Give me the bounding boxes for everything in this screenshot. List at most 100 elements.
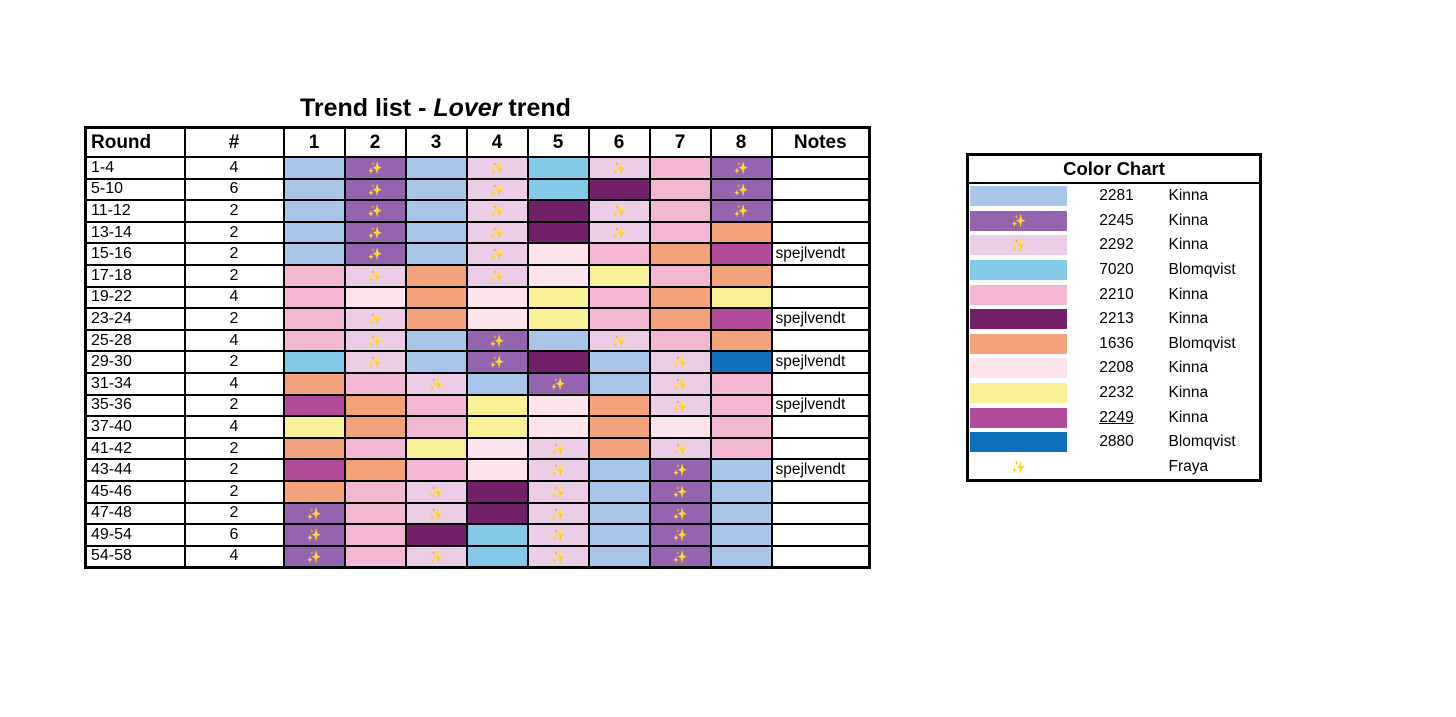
round-cell: 37-40 <box>84 415 186 439</box>
column-header: Notes <box>770 126 871 158</box>
swatch-blush <box>526 242 590 266</box>
sparkle-icon: ✨ <box>672 506 688 521</box>
column-header: Round <box>84 126 186 158</box>
round-cell: 15-16 <box>84 242 186 266</box>
swatch-purple-sparkle: ✨ <box>343 199 407 223</box>
sparkle-icon: ✨ <box>428 549 444 564</box>
swatch-lpink-sparkle: ✨ <box>587 156 651 180</box>
legend-swatch-cell <box>968 183 1069 209</box>
legend-brand: Kinna <box>1168 236 1209 254</box>
sparkle-icon: ✨ <box>367 312 383 327</box>
swatch-purple-sparkle: ✨ <box>970 210 1067 231</box>
count-cell: 2 <box>183 436 285 461</box>
swatch-pink <box>282 263 346 288</box>
swatch-yellow <box>526 307 590 331</box>
swatch-pink <box>587 307 651 331</box>
sparkle-icon: ✨ <box>367 247 383 262</box>
swatch-purple-sparkle: ✨ <box>648 523 712 547</box>
legend-brand: Kinna <box>1168 310 1209 328</box>
swatch-blue <box>709 350 773 374</box>
sparkle-icon: ✨ <box>489 182 505 197</box>
swatch-plum <box>587 177 651 202</box>
swatch-lpink-sparkle: ✨ <box>343 328 407 353</box>
legend-code: 2245 <box>1099 211 1134 229</box>
swatch-lblue <box>404 350 468 374</box>
swatch-purple-sparkle: ✨ <box>343 177 407 202</box>
swatch-blush <box>465 285 529 310</box>
sparkle-icon: ✨ <box>611 225 627 240</box>
column-header: 4 <box>465 126 529 158</box>
swatch-lpink-sparkle: ✨ <box>404 371 468 396</box>
round-cell: 45-46 <box>84 479 186 504</box>
sparkle-icon: ✨ <box>489 161 505 175</box>
legend-brand: Kinna <box>1168 285 1209 303</box>
sparkle-icon: ✨ <box>550 376 566 391</box>
swatch-pink <box>404 415 468 439</box>
notes-cell <box>770 220 871 245</box>
sparkle-icon: ✨ <box>672 376 688 391</box>
swatch-yellow <box>587 263 651 288</box>
swatch-purple-sparkle: ✨ <box>648 544 712 569</box>
round-cell: 13-14 <box>84 220 186 245</box>
swatch-pink <box>343 544 407 569</box>
round-cell: 49-54 <box>84 523 186 547</box>
legend-swatch-cell: ✨ <box>968 233 1069 258</box>
sparkle-icon: ✨ <box>489 355 505 370</box>
legend-swatch-cell <box>968 405 1069 430</box>
swatch-salmon <box>648 285 712 310</box>
swatch-yellow <box>465 393 529 418</box>
sparkle-icon: ✨ <box>733 161 749 175</box>
notes-cell <box>770 371 871 396</box>
count-cell: 4 <box>183 328 285 353</box>
column-header: 6 <box>587 126 651 158</box>
round-cell: 35-36 <box>84 393 186 418</box>
swatch-lblue <box>709 458 773 482</box>
round-cell: 41-42 <box>84 436 186 461</box>
swatch-white-sparkle: ✨ <box>970 456 1067 477</box>
column-header: 8 <box>709 126 773 158</box>
notes-cell: spejlvendt <box>770 307 871 331</box>
swatch-purple-sparkle: ✨ <box>343 156 407 180</box>
swatch-purple-sparkle: ✨ <box>282 501 346 526</box>
swatch-pink <box>343 436 407 461</box>
swatch-pink <box>282 328 346 353</box>
swatch-lpink-sparkle: ✨ <box>465 220 529 245</box>
swatch-lpink-sparkle: ✨ <box>526 458 590 482</box>
page-title: Trend list - Lover trend <box>300 94 571 122</box>
notes-cell: spejlvendt <box>770 242 871 266</box>
swatch-magenta <box>282 393 346 418</box>
table-row: 35-36 2 ✨ spejlvendt <box>84 393 871 418</box>
swatch-lpink-sparkle: ✨ <box>970 235 1067 256</box>
swatch-lblue <box>587 371 651 396</box>
legend-item: 2208 Kinna <box>968 356 1261 381</box>
swatch-lpink-sparkle: ✨ <box>526 479 590 504</box>
swatch-lpink-sparkle: ✨ <box>465 199 529 223</box>
sparkle-icon: ✨ <box>611 333 627 348</box>
sparkle-icon: ✨ <box>367 204 383 219</box>
legend-swatch-cell: ✨ <box>968 455 1069 481</box>
swatch-pink <box>343 523 407 547</box>
swatch-salmon <box>970 333 1067 354</box>
legend-swatch-cell <box>968 430 1069 455</box>
table-row: 5-10 6 ✨ ✨ ✨ <box>84 177 871 202</box>
swatch-plum <box>526 220 590 245</box>
swatch-plum <box>970 309 1067 330</box>
sparkle-icon: ✨ <box>428 376 444 391</box>
swatch-lpink-sparkle: ✨ <box>465 263 529 288</box>
swatch-lblue <box>587 544 651 569</box>
legend-brand: Kinna <box>1168 211 1209 229</box>
sparkle-icon: ✨ <box>550 549 566 564</box>
swatch-yellow <box>709 285 773 310</box>
swatch-lblue <box>587 523 651 547</box>
sparkle-icon: ✨ <box>428 484 444 499</box>
notes-cell <box>770 501 871 526</box>
swatch-lpink-sparkle: ✨ <box>648 393 712 418</box>
sparkle-icon: ✨ <box>672 441 688 456</box>
swatch-plum <box>465 501 529 526</box>
swatch-plum <box>404 523 468 547</box>
notes-cell <box>770 177 871 202</box>
sparkle-icon: ✨ <box>367 268 383 283</box>
notes-cell <box>770 263 871 288</box>
legend-item: ✨ 2292 Kinna <box>968 233 1261 258</box>
legend-code: 2281 <box>1099 187 1134 205</box>
